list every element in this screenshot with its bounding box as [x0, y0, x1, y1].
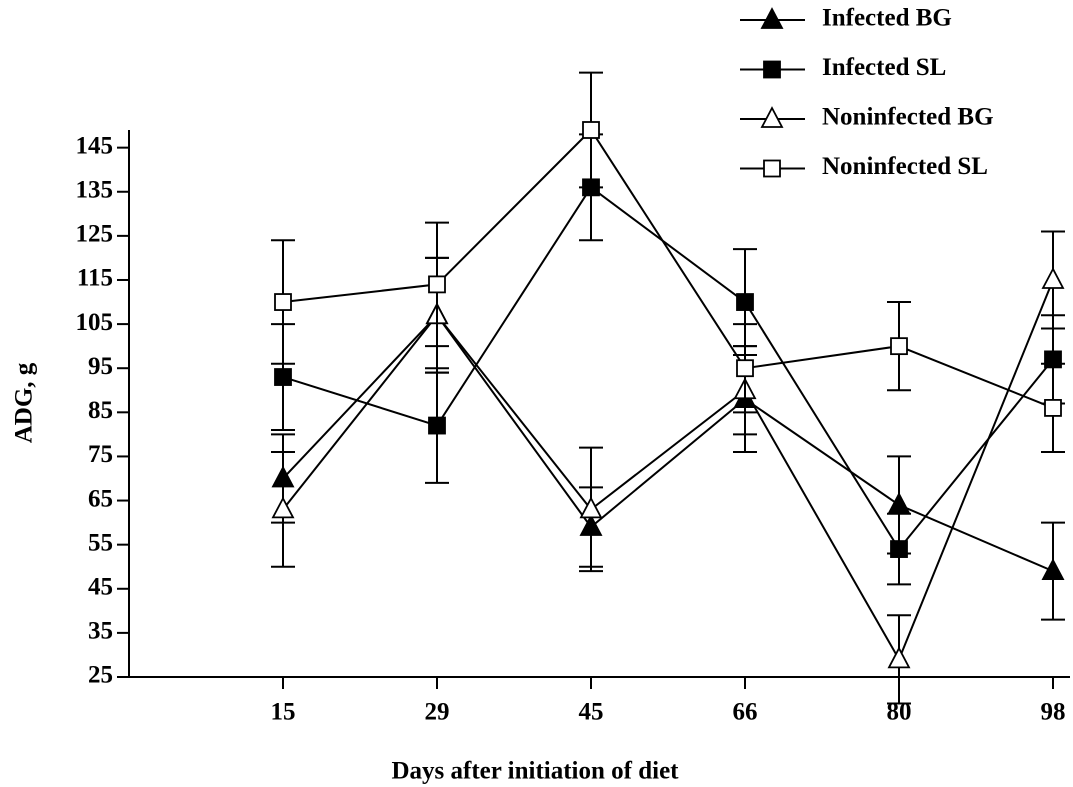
x-tick-label: 15: [271, 699, 296, 726]
y-tick-label: 85: [88, 397, 113, 424]
marker: [887, 492, 911, 514]
y-axis-label: ADG, g: [11, 362, 38, 443]
marker: [890, 337, 908, 356]
marker: [736, 359, 754, 378]
x-tick-label: 66: [733, 699, 758, 726]
marker: [1041, 267, 1065, 289]
x-tick-label: 29: [425, 699, 450, 726]
marker: [428, 416, 446, 435]
marker: [763, 60, 781, 79]
legend-label: Infected BG: [822, 5, 952, 32]
marker: [760, 7, 784, 29]
y-tick-label: 35: [88, 618, 113, 645]
y-tick-label: 75: [88, 441, 113, 468]
y-tick-label: 45: [88, 574, 113, 601]
series-line: [282, 128, 1054, 409]
marker: [428, 275, 446, 294]
series-line: [282, 313, 1054, 573]
marker: [1044, 399, 1062, 417]
y-tick-label: 55: [88, 529, 113, 556]
marker: [1041, 558, 1065, 581]
legend-label: Infected SL: [822, 54, 946, 81]
y-tick-label: 105: [76, 309, 114, 336]
y-tick-label: 145: [76, 132, 114, 159]
series-line: [282, 279, 1054, 662]
y-tick-label: 135: [76, 176, 114, 203]
legend-label: Noninfected SL: [822, 153, 988, 180]
y-tick-label: 95: [88, 353, 113, 380]
y-tick-label: 65: [88, 485, 113, 512]
marker: [274, 293, 292, 311]
y-tick-label: 25: [88, 662, 113, 689]
x-axis-label: Days after initiation of diet: [391, 758, 679, 785]
marker: [890, 540, 908, 558]
x-tick-label: 45: [579, 699, 604, 726]
marker: [763, 159, 781, 178]
marker: [271, 496, 295, 519]
legend-label: Noninfected BG: [822, 104, 994, 131]
series-line: [282, 185, 1054, 551]
marker: [579, 496, 603, 519]
y-tick-label: 115: [77, 265, 113, 292]
marker: [736, 293, 754, 311]
marker: [760, 106, 784, 128]
marker: [887, 646, 911, 669]
marker: [582, 121, 600, 139]
y-tick-label: 125: [76, 221, 114, 248]
marker: [274, 368, 292, 386]
x-tick-label: 98: [1041, 699, 1066, 726]
